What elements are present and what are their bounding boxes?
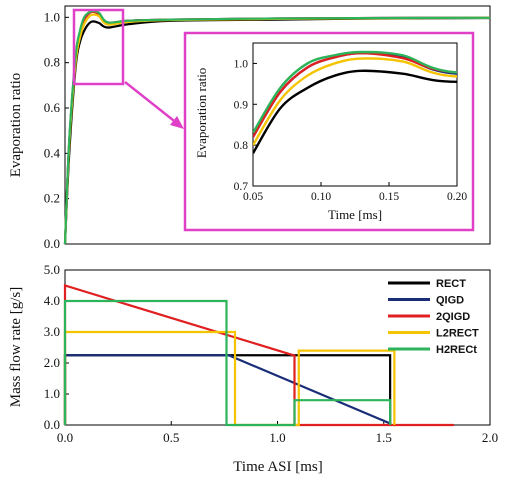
legend-label-h2rect: H2RECt: [436, 344, 477, 356]
zoom-arrow-line: [124, 81, 179, 125]
massflow-y-tick-label: 4.0: [44, 293, 60, 308]
inset-ticks: 0.7 0.8 0.9 1.0 0.05 0.10 0.15 0.20: [234, 58, 468, 203]
evaporation-line-h2rect: [63, 9, 491, 245]
zoom-region-box: [72, 8, 125, 86]
massflow-ticks: 0.0 1.0 2.0 3.0 4.0 5.0 0.0 0.5 1.0 1.5 2.0: [44, 262, 498, 445]
zoom-arrow-head: [170, 116, 184, 129]
massflow-series: [63, 284, 454, 427]
massflow-x-tick-label: 0.5: [163, 430, 179, 445]
legend: RECT QIGD 2QIGD L2RECT H2RECt: [388, 278, 479, 356]
evaporation-panel: 0.0 0.2 0.4 0.6 0.8 1.0 Evaporation ratio: [8, 5, 491, 251]
evaporation-y-tick-label: 0.0: [44, 236, 60, 251]
inset-y-tick-label: 1.0: [234, 58, 249, 70]
inset-y-tick-label: 0.7: [234, 181, 249, 193]
inset-x-tick-label: 0.15: [379, 191, 399, 203]
massflow-line-h2rect: [63, 299, 392, 427]
evaporation-y-tick-label: 0.2: [44, 191, 60, 206]
massflow-panel: 0.0 1.0 2.0 3.0 4.0 5.0 0.0 0.5 1.0 1.5 2.0 Mass f…: [8, 262, 498, 475]
inset-x-tick-label: 0.05: [243, 191, 263, 203]
evaporation-y-tick-label: 0.6: [44, 100, 61, 115]
massflow-x-tick-label: 1.0: [269, 430, 285, 445]
massflow-y-tick-label: 0.0: [44, 417, 60, 432]
inset-line-rect: [253, 69, 457, 154]
evaporation-series: [63, 9, 491, 245]
massflow-line-l2rect: [63, 330, 396, 427]
massflow-y-axis-label: Mass flow rate [g/s]: [8, 287, 24, 407]
evaporation-plot-frame: [64, 5, 491, 245]
evaporation-y-ticks: 0.0 0.2 0.4 0.6 0.8 1.0: [44, 9, 69, 251]
inset-y-tick-label: 0.8: [234, 140, 249, 152]
massflow-x-tick-label: 0.0: [57, 430, 73, 445]
legend-label-qigd: QIGD: [436, 295, 464, 307]
massflow-y-tick-label: 5.0: [44, 262, 60, 277]
massflow-y-tick-label: 1.0: [44, 386, 60, 401]
legend-label-2qigd: 2QIGD: [436, 311, 470, 323]
legend-label-l2rect: L2RECT: [436, 328, 479, 340]
inset-line-l2rect: [253, 57, 457, 146]
evaporation-y-tick-label: 0.8: [44, 55, 60, 70]
inset-series: [253, 50, 457, 154]
massflow-x-axis-label: Time ASI [ms]: [233, 459, 322, 475]
inset-y-tick-label: 0.9: [234, 99, 249, 111]
evaporation-y-axis-label: Evaporation ratio: [8, 73, 24, 178]
massflow-y-tick-label: 3.0: [44, 324, 60, 339]
massflow-y-tick-label: 2.0: [44, 355, 60, 370]
evaporation-y-tick-label: 0.4: [44, 145, 61, 160]
massflow-x-tick-label: 1.5: [376, 430, 392, 445]
inset-x-tick-label: 0.10: [311, 191, 331, 203]
inset-y-axis-label: Evaporation ratio: [194, 68, 209, 159]
inset-panel: 0.7 0.8 0.9 1.0 0.05 0.10 0.15 0.20 Evaporation…: [183, 31, 475, 232]
evaporation-y-tick-label: 1.0: [44, 9, 60, 24]
inset-x-tick-label: 0.20: [447, 191, 467, 203]
massflow-x-tick-label: 2.0: [482, 430, 498, 445]
legend-label-rect: RECT: [436, 278, 466, 290]
inset-line-h2rect: [253, 50, 457, 134]
inset-plot-frame: [252, 42, 458, 187]
inset-x-axis-label: Time [ms]: [328, 207, 382, 222]
